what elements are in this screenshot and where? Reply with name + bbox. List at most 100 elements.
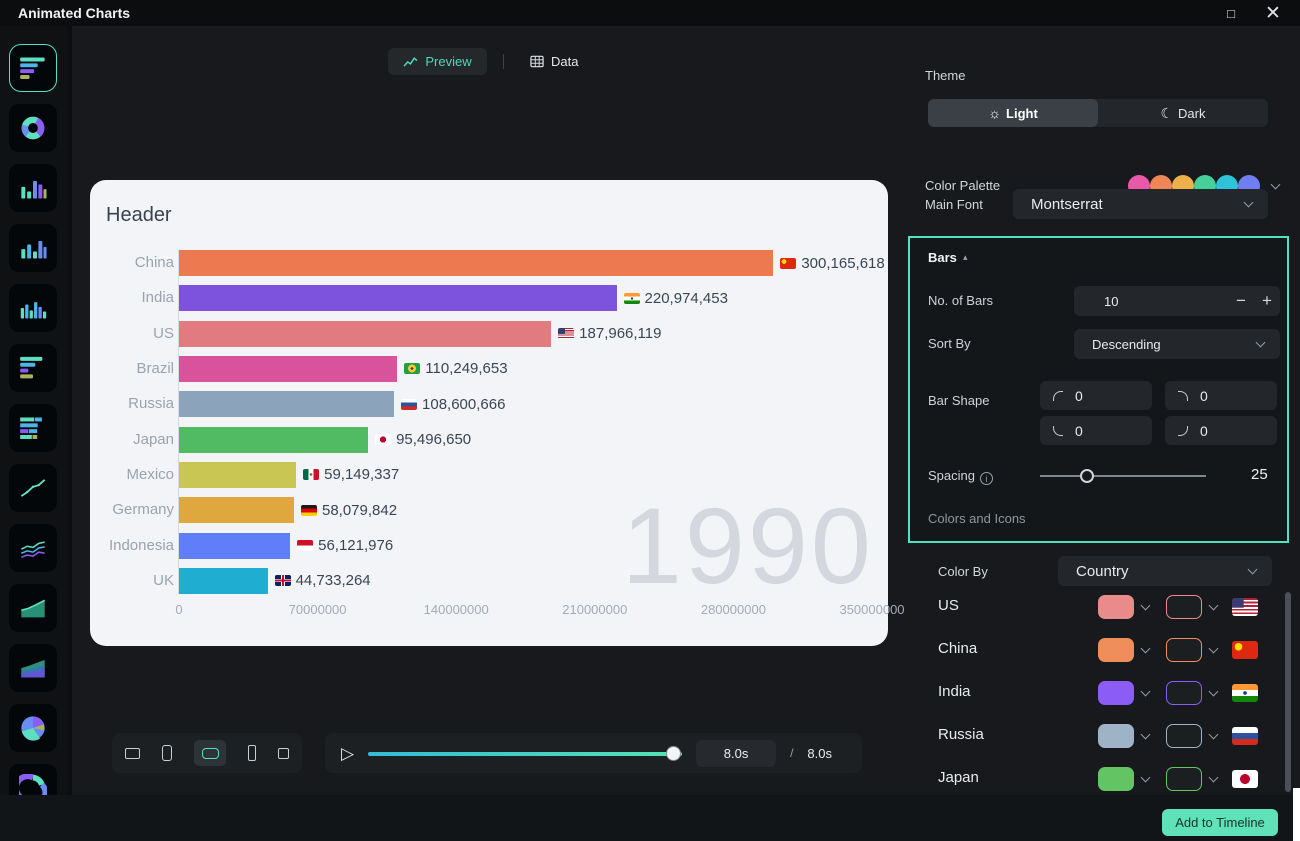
x-axis-ticks: 0 70000000 140000000 210000000 280000000 3500… [175, 602, 904, 618]
maximize-icon[interactable]: □ [1227, 5, 1235, 21]
tab-data[interactable]: Data [522, 48, 586, 75]
chart-bar-row: Russia 108,600,666 [94, 391, 872, 418]
spacing-handle[interactable] [1080, 469, 1094, 483]
border-color-swatch[interactable] [1166, 595, 1202, 619]
flag-icon-in[interactable] [1232, 684, 1258, 702]
main-font-dropdown[interactable]: Montserrat [1013, 189, 1268, 219]
sidebar-item-horizontal-bar-chart-1[interactable] [9, 344, 57, 392]
fill-color-picker[interactable] [1098, 638, 1151, 662]
chart-bar [179, 250, 774, 276]
play-icon[interactable]: ▷ [341, 743, 355, 763]
flag-icon-in [623, 292, 640, 304]
border-color-swatch[interactable] [1166, 767, 1202, 791]
bar-value-label: 58,079,842 [321, 501, 398, 519]
sidebar-item-vertical-bar-chart-3[interactable] [9, 284, 57, 332]
sidebar-item-vertical-bar-chart-1[interactable] [9, 164, 57, 212]
x-axis-tick-label: 70000000 [288, 602, 347, 617]
fill-color-picker[interactable] [1098, 681, 1151, 705]
chart-bar-row: UK 44,733,264 [94, 567, 872, 594]
aspect-ratio-1-1-button[interactable] [278, 747, 289, 759]
spacing-label: Spacing i [928, 468, 993, 485]
no-of-bars-value[interactable]: 10 [1104, 293, 1119, 309]
aspect-ratio-4-5-button[interactable] [248, 745, 256, 761]
fill-color-picker[interactable] [1098, 595, 1151, 619]
sidebar-item-multi-line-chart[interactable] [9, 524, 57, 572]
border-color-swatch[interactable] [1166, 638, 1202, 662]
flag-icon-id [297, 540, 314, 552]
border-color-picker[interactable] [1166, 638, 1219, 662]
color-by-value: Country [1076, 562, 1129, 580]
border-color-picker[interactable] [1166, 767, 1219, 791]
sidebar-item-area-chart[interactable] [9, 584, 57, 632]
fill-color-swatch[interactable] [1098, 595, 1134, 619]
chart-bar [179, 461, 297, 488]
aspect-ratio-21-9-button[interactable] [194, 740, 226, 766]
tab-preview[interactable]: Preview [388, 48, 487, 75]
fill-color-swatch[interactable] [1098, 724, 1134, 748]
minus-icon[interactable]: − [1236, 291, 1246, 310]
bar-area: 59,149,337 [179, 461, 872, 488]
chart-bar-row: Mexico 59,149,337 [94, 461, 872, 488]
bar-shape-tr-input[interactable]: 0 [1165, 381, 1277, 410]
collapse-arrow-icon[interactable]: ▴ [963, 252, 968, 262]
chevron-down-icon [1208, 643, 1219, 654]
chevron-down-icon [1208, 686, 1219, 697]
aspect-ratio-9-16-button[interactable] [162, 745, 172, 761]
aspect-ratio-16-9-button[interactable] [125, 747, 140, 759]
fill-color-swatch[interactable] [1098, 767, 1134, 791]
border-color-swatch[interactable] [1166, 681, 1202, 705]
theme-dark-button[interactable]: ☾ Dark [1098, 99, 1268, 127]
spacing-slider[interactable] [1040, 469, 1206, 483]
settings-panel: Theme ☼ Light ☾ Dark Color Palette Main … [905, 26, 1300, 795]
fill-color-swatch[interactable] [1098, 638, 1134, 662]
sidebar-item-half-donut-chart[interactable] [9, 764, 57, 795]
bar-shape-bl-input[interactable]: 0 [1040, 416, 1152, 445]
bar-area: 56,121,976 [179, 532, 872, 559]
country-name: Russia [938, 726, 984, 743]
border-color-picker[interactable] [1166, 681, 1219, 705]
chevron-down-icon[interactable] [1270, 179, 1281, 190]
close-icon[interactable]: ✕ [1265, 2, 1281, 24]
fill-color-swatch[interactable] [1098, 681, 1134, 705]
info-icon[interactable]: i [979, 472, 993, 485]
bar-shape-br-input[interactable]: 0 [1165, 416, 1277, 445]
bar-area: 108,600,666 [179, 391, 872, 418]
flag-icon-cn[interactable] [1232, 641, 1258, 659]
plus-icon[interactable]: + [1262, 291, 1272, 310]
bar-value-group: 58,079,842 [300, 497, 398, 523]
bar-category-label: Brazil [136, 359, 174, 377]
flag-icon-jp[interactable] [1232, 770, 1258, 788]
current-time-box[interactable]: 8.0s [696, 739, 777, 767]
fill-color-picker[interactable] [1098, 724, 1151, 748]
timeline-slider[interactable] [368, 745, 683, 762]
sidebar-item-horizontal-bar-chart-2[interactable] [9, 404, 57, 452]
bar-category-label: Russia [128, 395, 174, 413]
fill-color-picker[interactable] [1098, 767, 1151, 791]
theme-light-button[interactable]: ☼ Light [928, 99, 1098, 127]
chevron-down-icon [1140, 729, 1151, 740]
sidebar-item-stacked-area-chart[interactable] [9, 644, 57, 692]
sort-by-dropdown[interactable]: Descending [1074, 329, 1280, 359]
border-color-picker[interactable] [1166, 595, 1219, 619]
list-scrollbar[interactable] [1285, 592, 1291, 792]
bar-shape-tl-input[interactable]: 0 [1040, 381, 1152, 410]
bar-value-label: 108,600,666 [422, 395, 506, 413]
tab-preview-label: Preview [425, 54, 472, 69]
border-color-swatch[interactable] [1166, 724, 1202, 748]
country-name: US [938, 597, 959, 614]
window-edge-sliver [1293, 788, 1300, 841]
border-color-picker[interactable] [1166, 724, 1219, 748]
bar-value-label: 95,496,650 [396, 431, 472, 449]
sidebar-item-horizontal-bar-race[interactable] [9, 44, 57, 92]
sidebar-item-donut-chart[interactable] [9, 104, 57, 152]
color-by-dropdown[interactable]: Country [1058, 556, 1272, 586]
country-name: Japan [938, 769, 979, 786]
sidebar-item-line-chart[interactable] [9, 464, 57, 512]
sidebar-item-pie-chart[interactable] [9, 704, 57, 752]
flag-icon-ru[interactable] [1232, 727, 1258, 745]
flag-icon-us[interactable] [1232, 598, 1258, 616]
add-to-timeline-button[interactable]: Add to Timeline [1162, 809, 1278, 836]
chevron-down-icon [1208, 729, 1219, 740]
sidebar-item-vertical-bar-chart-2[interactable] [9, 224, 57, 272]
timeline-knob[interactable] [666, 745, 682, 761]
